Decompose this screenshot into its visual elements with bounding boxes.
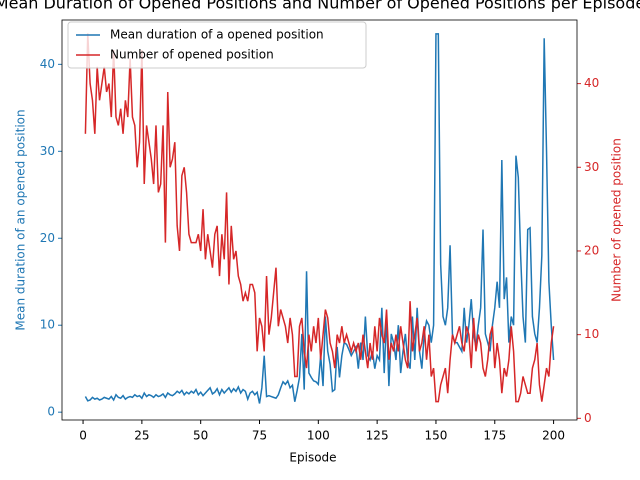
legend-box (67, 21, 367, 69)
x-tick-label: 75 (252, 429, 267, 443)
y2-tick-label: 0 (584, 411, 592, 425)
x-tick-label: 100 (307, 429, 330, 443)
y-axis-label: Mean duration of an opened position (14, 109, 28, 330)
y2-axis-label: Number of opened position (610, 138, 624, 302)
y-tick-label: 0 (47, 405, 55, 419)
y2-tick-label: 40 (584, 76, 599, 90)
x-tick-label: 150 (425, 429, 448, 443)
y2-tick-label: 20 (584, 243, 599, 257)
x-tick-label: 175 (483, 429, 506, 443)
x-tick-label: 125 (366, 429, 389, 443)
x-tick-label: 200 (542, 429, 565, 443)
y-tick-label: 30 (40, 144, 55, 158)
y-tick-label: 40 (40, 57, 55, 71)
chart-title: Mean Duration of Opened Positions and Nu… (0, 0, 640, 13)
y-tick-label: 20 (40, 231, 55, 245)
x-axis-label: Episode (289, 451, 336, 465)
x-tick-label: 0 (79, 429, 87, 443)
y2-tick-label: 30 (584, 160, 599, 174)
y-tick-label: 10 (40, 318, 55, 332)
data-line (84, 33, 555, 403)
legend-label: Number of opened position (110, 48, 274, 62)
y2-tick-label: 10 (584, 327, 599, 341)
plot-frame (61, 19, 578, 421)
x-tick-label: 50 (193, 429, 208, 443)
legend-label: Mean duration of a opened position (110, 28, 324, 42)
x-tick-label: 25 (134, 429, 149, 443)
